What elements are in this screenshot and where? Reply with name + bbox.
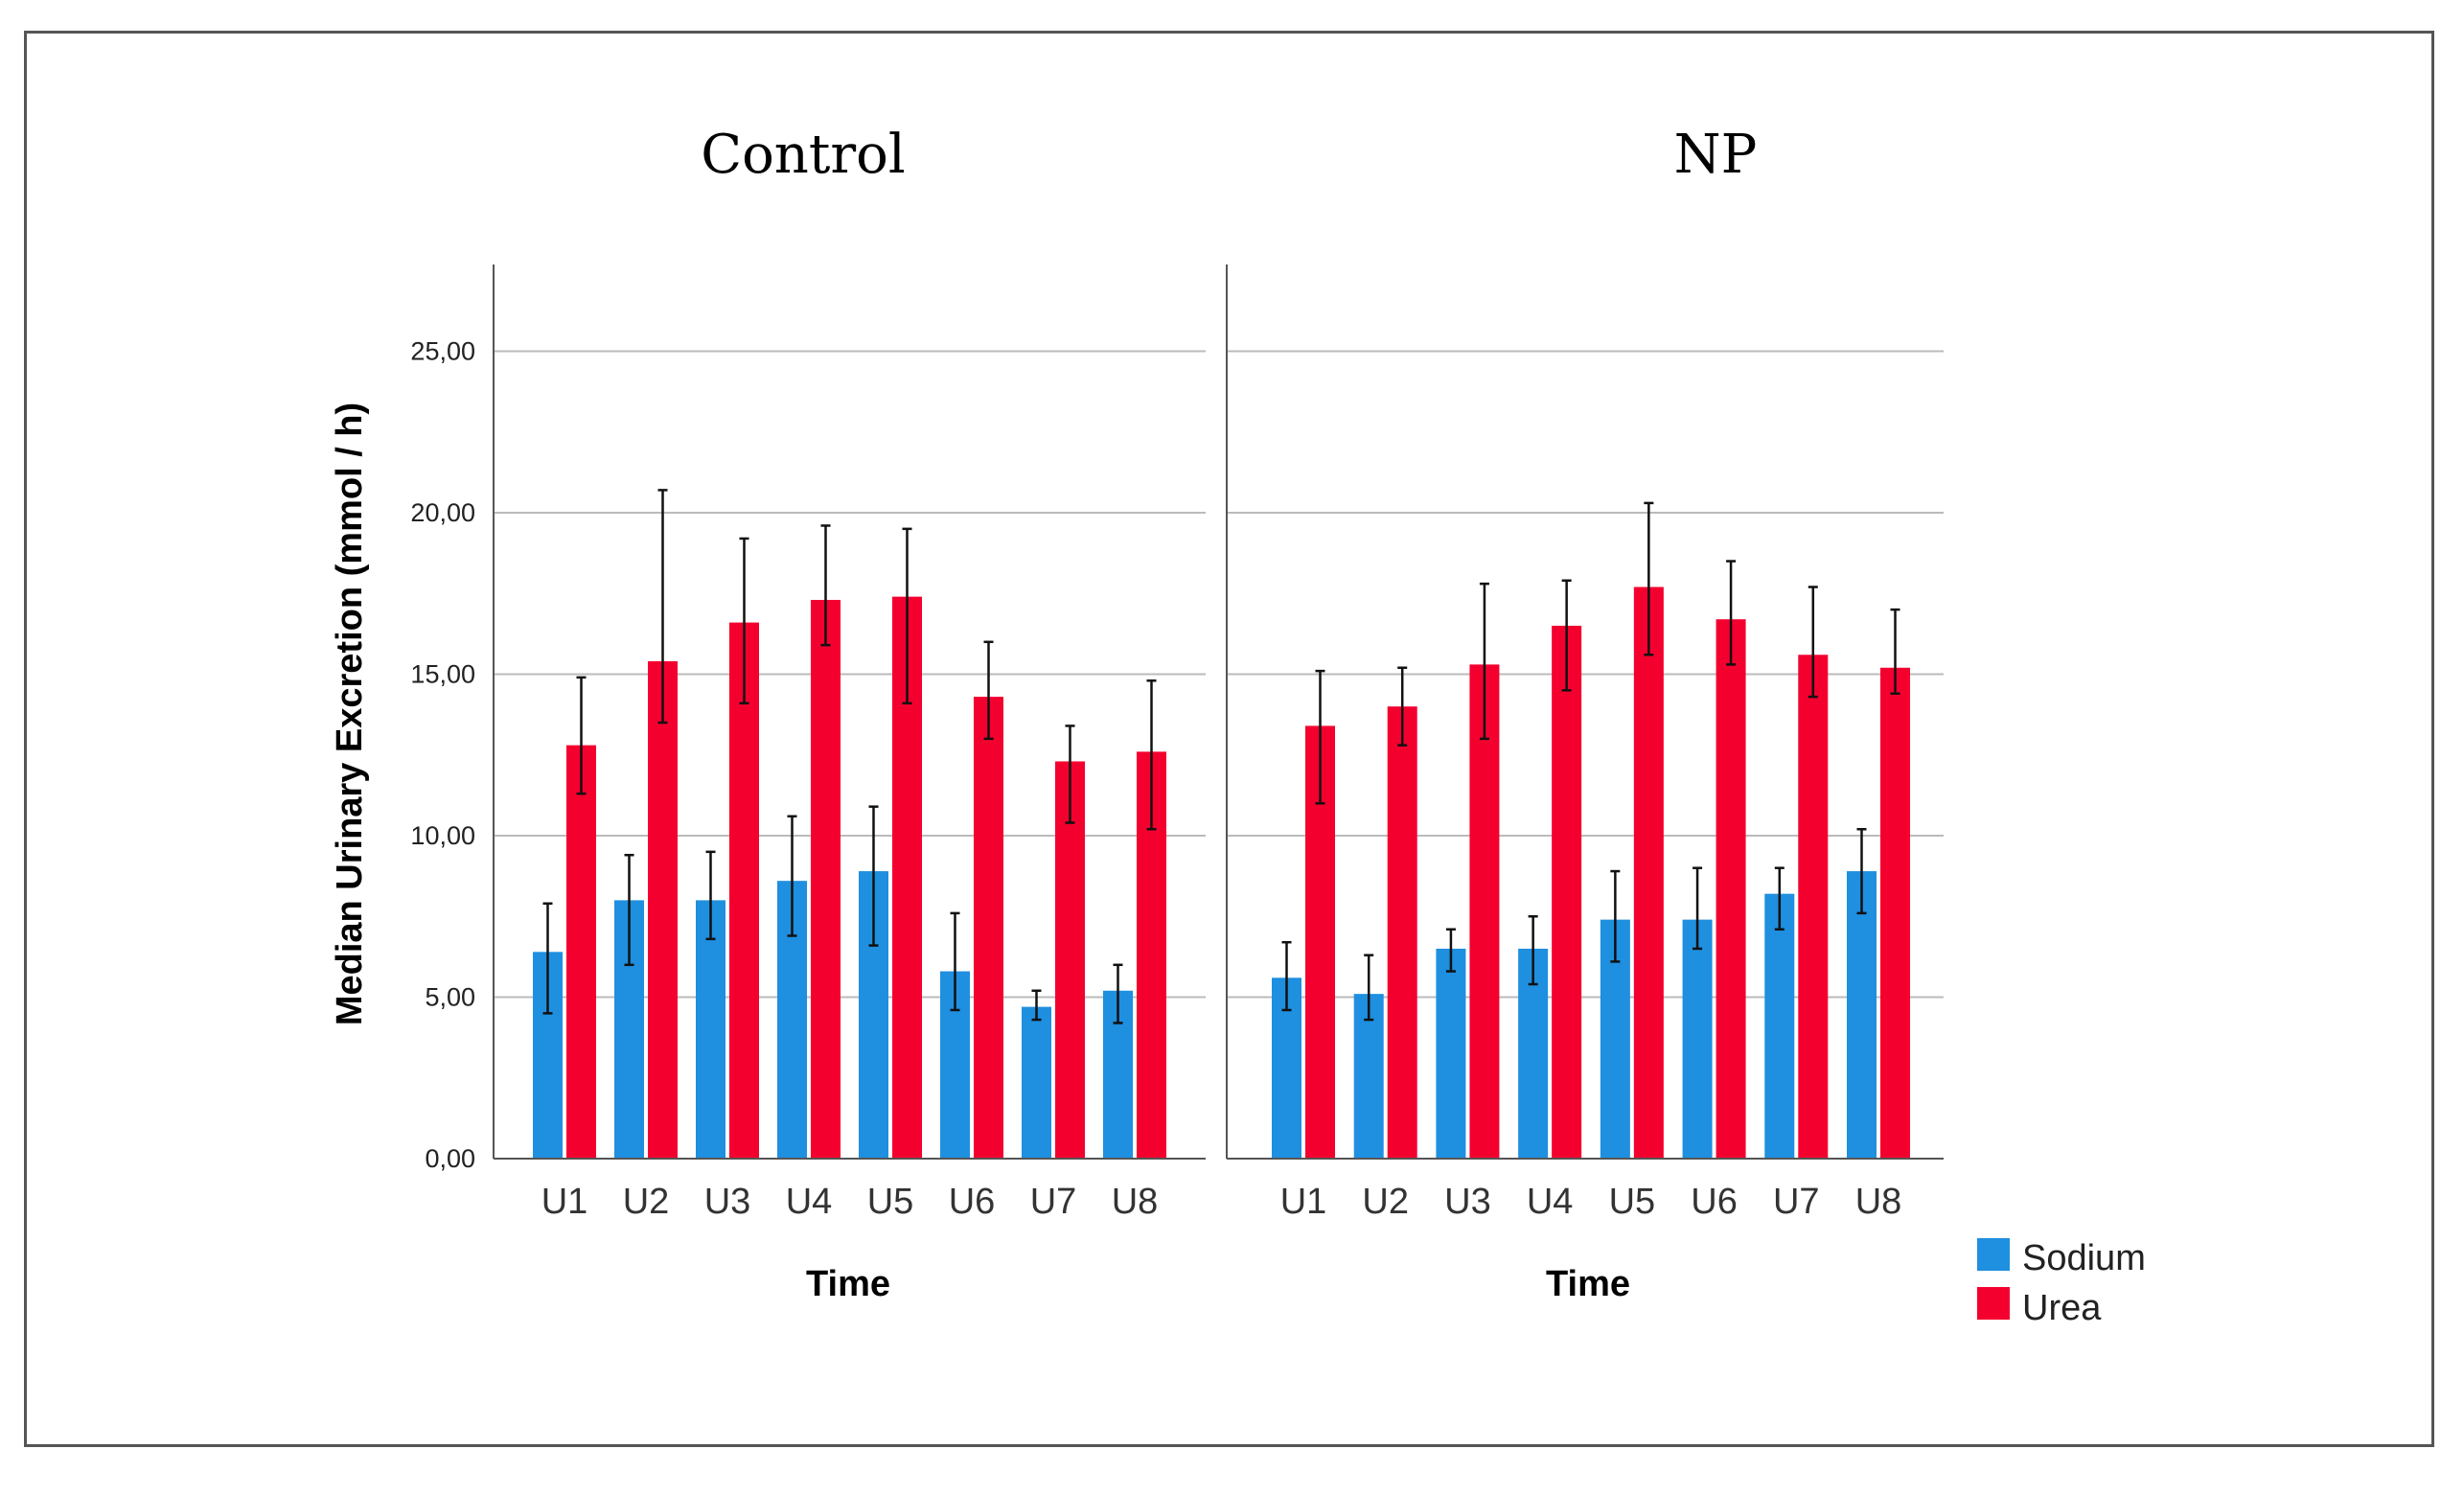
x-tick-label: U6	[1691, 1182, 1738, 1222]
y-tick-label: 20,00	[410, 498, 475, 527]
bar-urea	[1798, 655, 1829, 1159]
bar-urea	[1469, 664, 1500, 1159]
y-tick-label: 25,00	[410, 337, 475, 366]
x-tick-label: U3	[1444, 1182, 1491, 1222]
bar-urea	[648, 661, 678, 1159]
bar-urea	[811, 599, 841, 1159]
x-tick-label: U8	[1855, 1182, 1902, 1222]
x-axis-title-np: Time	[1546, 1264, 1630, 1304]
panel-title-control: Control	[701, 124, 906, 186]
bar-urea	[974, 697, 1003, 1159]
legend-swatch-sodium	[1977, 1238, 2010, 1271]
bar-sodium	[1764, 893, 1795, 1159]
bar-sodium	[1436, 948, 1466, 1159]
bar-sodium	[696, 900, 725, 1159]
bar-urea	[1880, 667, 1910, 1159]
y-tick-label: 15,00	[410, 660, 475, 689]
x-tick-label: U6	[949, 1182, 996, 1222]
x-tick-label: U2	[623, 1182, 670, 1222]
legend-label-sodium: Sodium	[2022, 1238, 2146, 1278]
bar-sodium	[1682, 919, 1713, 1159]
bar-urea	[1387, 706, 1417, 1159]
bar-urea	[1552, 625, 1582, 1159]
x-tick-label: U3	[704, 1182, 751, 1222]
y-tick-label: 5,00	[425, 983, 475, 1012]
y-tick-label: 10,00	[410, 821, 475, 850]
bar-urea	[1716, 619, 1746, 1159]
panel-title-np: NP	[1674, 124, 1758, 186]
x-tick-label: U1	[541, 1182, 588, 1222]
legend: Sodium Urea	[1977, 1238, 2146, 1328]
bar-urea	[729, 622, 759, 1159]
x-tick-label: U8	[1112, 1182, 1159, 1222]
legend-swatch-urea	[1977, 1287, 2010, 1320]
x-tick-label: U4	[786, 1182, 833, 1222]
y-axis-title: Median Urinary Excretion (mmol / h)	[330, 402, 370, 1025]
bar-sodium	[1022, 1006, 1051, 1159]
x-tick-label: U5	[867, 1182, 914, 1222]
bar-urea	[1055, 761, 1085, 1159]
bar-sodium	[1847, 871, 1877, 1159]
y-tick-label: 0,00	[425, 1144, 475, 1173]
bar-sodium	[1353, 994, 1384, 1159]
x-tick-label: U7	[1773, 1182, 1820, 1222]
legend-label-urea: Urea	[2022, 1288, 2102, 1328]
x-tick-label: U2	[1362, 1182, 1409, 1222]
x-tick-label: U1	[1280, 1182, 1327, 1222]
x-tick-label: U7	[1030, 1182, 1077, 1222]
bar-urea	[566, 745, 596, 1159]
x-axis-title-control: Time	[806, 1264, 890, 1304]
x-tick-label: U4	[1527, 1182, 1574, 1222]
bar-urea	[1633, 586, 1664, 1159]
x-tick-label: U5	[1609, 1182, 1656, 1222]
